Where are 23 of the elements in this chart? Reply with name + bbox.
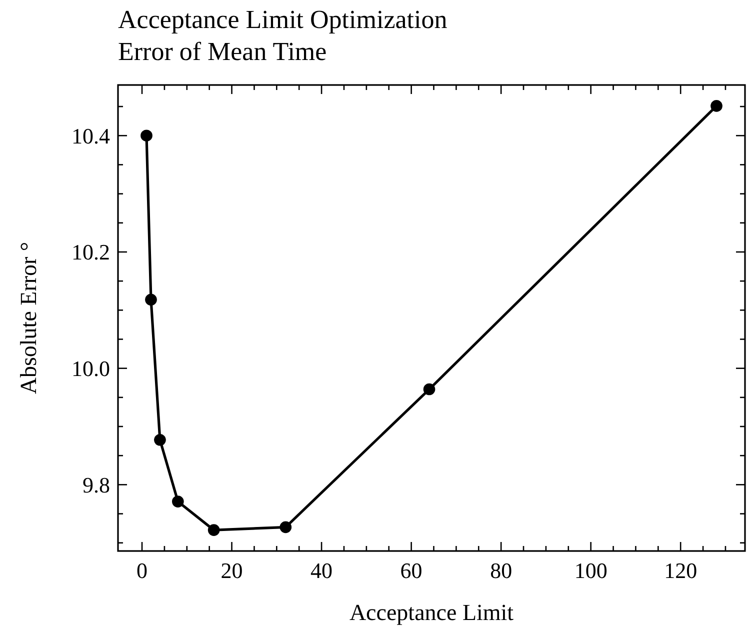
y-tick-label: 10.0 bbox=[72, 356, 110, 382]
x-tick-label: 40 bbox=[310, 558, 333, 583]
point bbox=[423, 383, 436, 396]
y-tick-label: 10.2 bbox=[72, 240, 110, 265]
point bbox=[280, 521, 292, 534]
point bbox=[154, 434, 166, 446]
x-tick-label: 20 bbox=[220, 558, 243, 583]
x-axis-title: Acceptance Limit bbox=[349, 600, 514, 625]
point bbox=[145, 294, 157, 306]
point bbox=[140, 130, 152, 142]
point bbox=[172, 496, 184, 508]
x-tick-label: 100 bbox=[574, 558, 608, 583]
chart-subtitle: Error of Mean Time bbox=[118, 37, 327, 66]
y-tick-label: 9.8 bbox=[82, 472, 110, 498]
point bbox=[710, 100, 722, 112]
chart-title: Acceptance Limit Optimization bbox=[118, 5, 448, 34]
y-axis-title: Absolute Error ° bbox=[16, 242, 41, 394]
x-tick-label: 80 bbox=[490, 558, 512, 583]
x-tick-label: 0 bbox=[136, 558, 148, 583]
x-tick-label: 120 bbox=[664, 558, 698, 583]
point bbox=[208, 524, 220, 536]
y-tick-label: 10.4 bbox=[72, 123, 110, 148]
x-tick-label: 60 bbox=[400, 558, 422, 583]
